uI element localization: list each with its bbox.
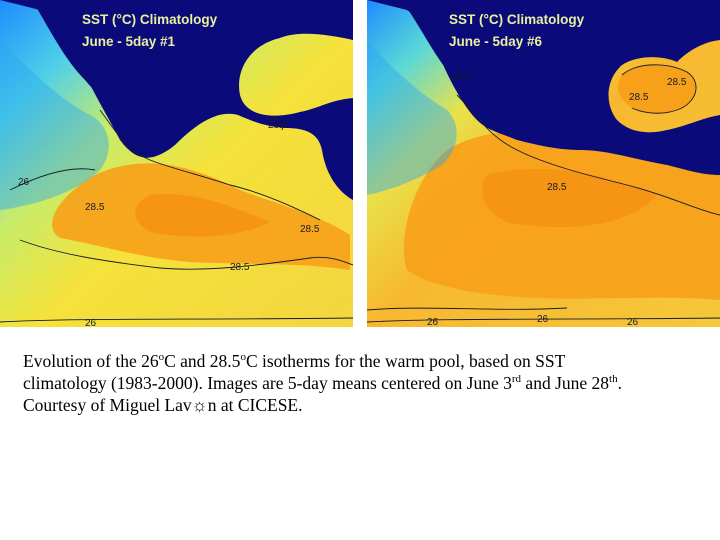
contour-label: 28.5: [85, 202, 105, 213]
panel-subtitle: June - 5day #6: [449, 34, 543, 49]
contour-label: 28.5: [230, 262, 250, 273]
isotherm-28-5: [456, 94, 720, 216]
isotherm-28-5-gulf: [621, 64, 697, 114]
contour-label: 28.5: [629, 92, 649, 103]
land-mass: [0, 0, 353, 200]
contour-label: 26: [85, 318, 97, 327]
land-mass: [367, 0, 720, 175]
isotherm-28-5-south: [19, 239, 353, 270]
sst-map-june-5day-6: 28.5 28.5 28.5 28.5 26 26 26 SST (°C) Cl…: [367, 0, 720, 327]
contour-label: 26: [18, 177, 30, 188]
contour-label: 28.5: [547, 182, 567, 193]
isotherm-26-south: [367, 317, 720, 323]
contour-label: 26: [537, 314, 549, 325]
contour-label: 28.5: [300, 224, 320, 235]
panel-title: SST (°C) Climatology: [449, 12, 585, 27]
figure-caption: Evolution of the 26oC and 28.5oC isother…: [23, 351, 622, 415]
sst-map-june-5day-1: 26 28.5 28.5 28.5 28.5 26 SST (°C) Clima…: [0, 0, 353, 327]
isotherm-26-south: [0, 317, 353, 323]
contour-label: 26: [627, 317, 639, 327]
contour-label: 28.5: [452, 72, 472, 83]
contour-label: 28.5: [667, 77, 687, 88]
gulf-water: [618, 64, 697, 114]
contour-label: 26: [427, 317, 439, 327]
panel-subtitle: June - 5day #1: [82, 34, 176, 49]
isotherm-26: [9, 168, 96, 191]
isotherm-28-5: [99, 109, 321, 221]
baja-peninsula: [407, 3, 477, 100]
sun-glyph-icon: ☼: [191, 395, 208, 415]
panel-title: SST (°C) Climatology: [82, 12, 218, 27]
baja-peninsula: [35, 4, 108, 102]
contour-label: 28.5: [268, 120, 288, 131]
